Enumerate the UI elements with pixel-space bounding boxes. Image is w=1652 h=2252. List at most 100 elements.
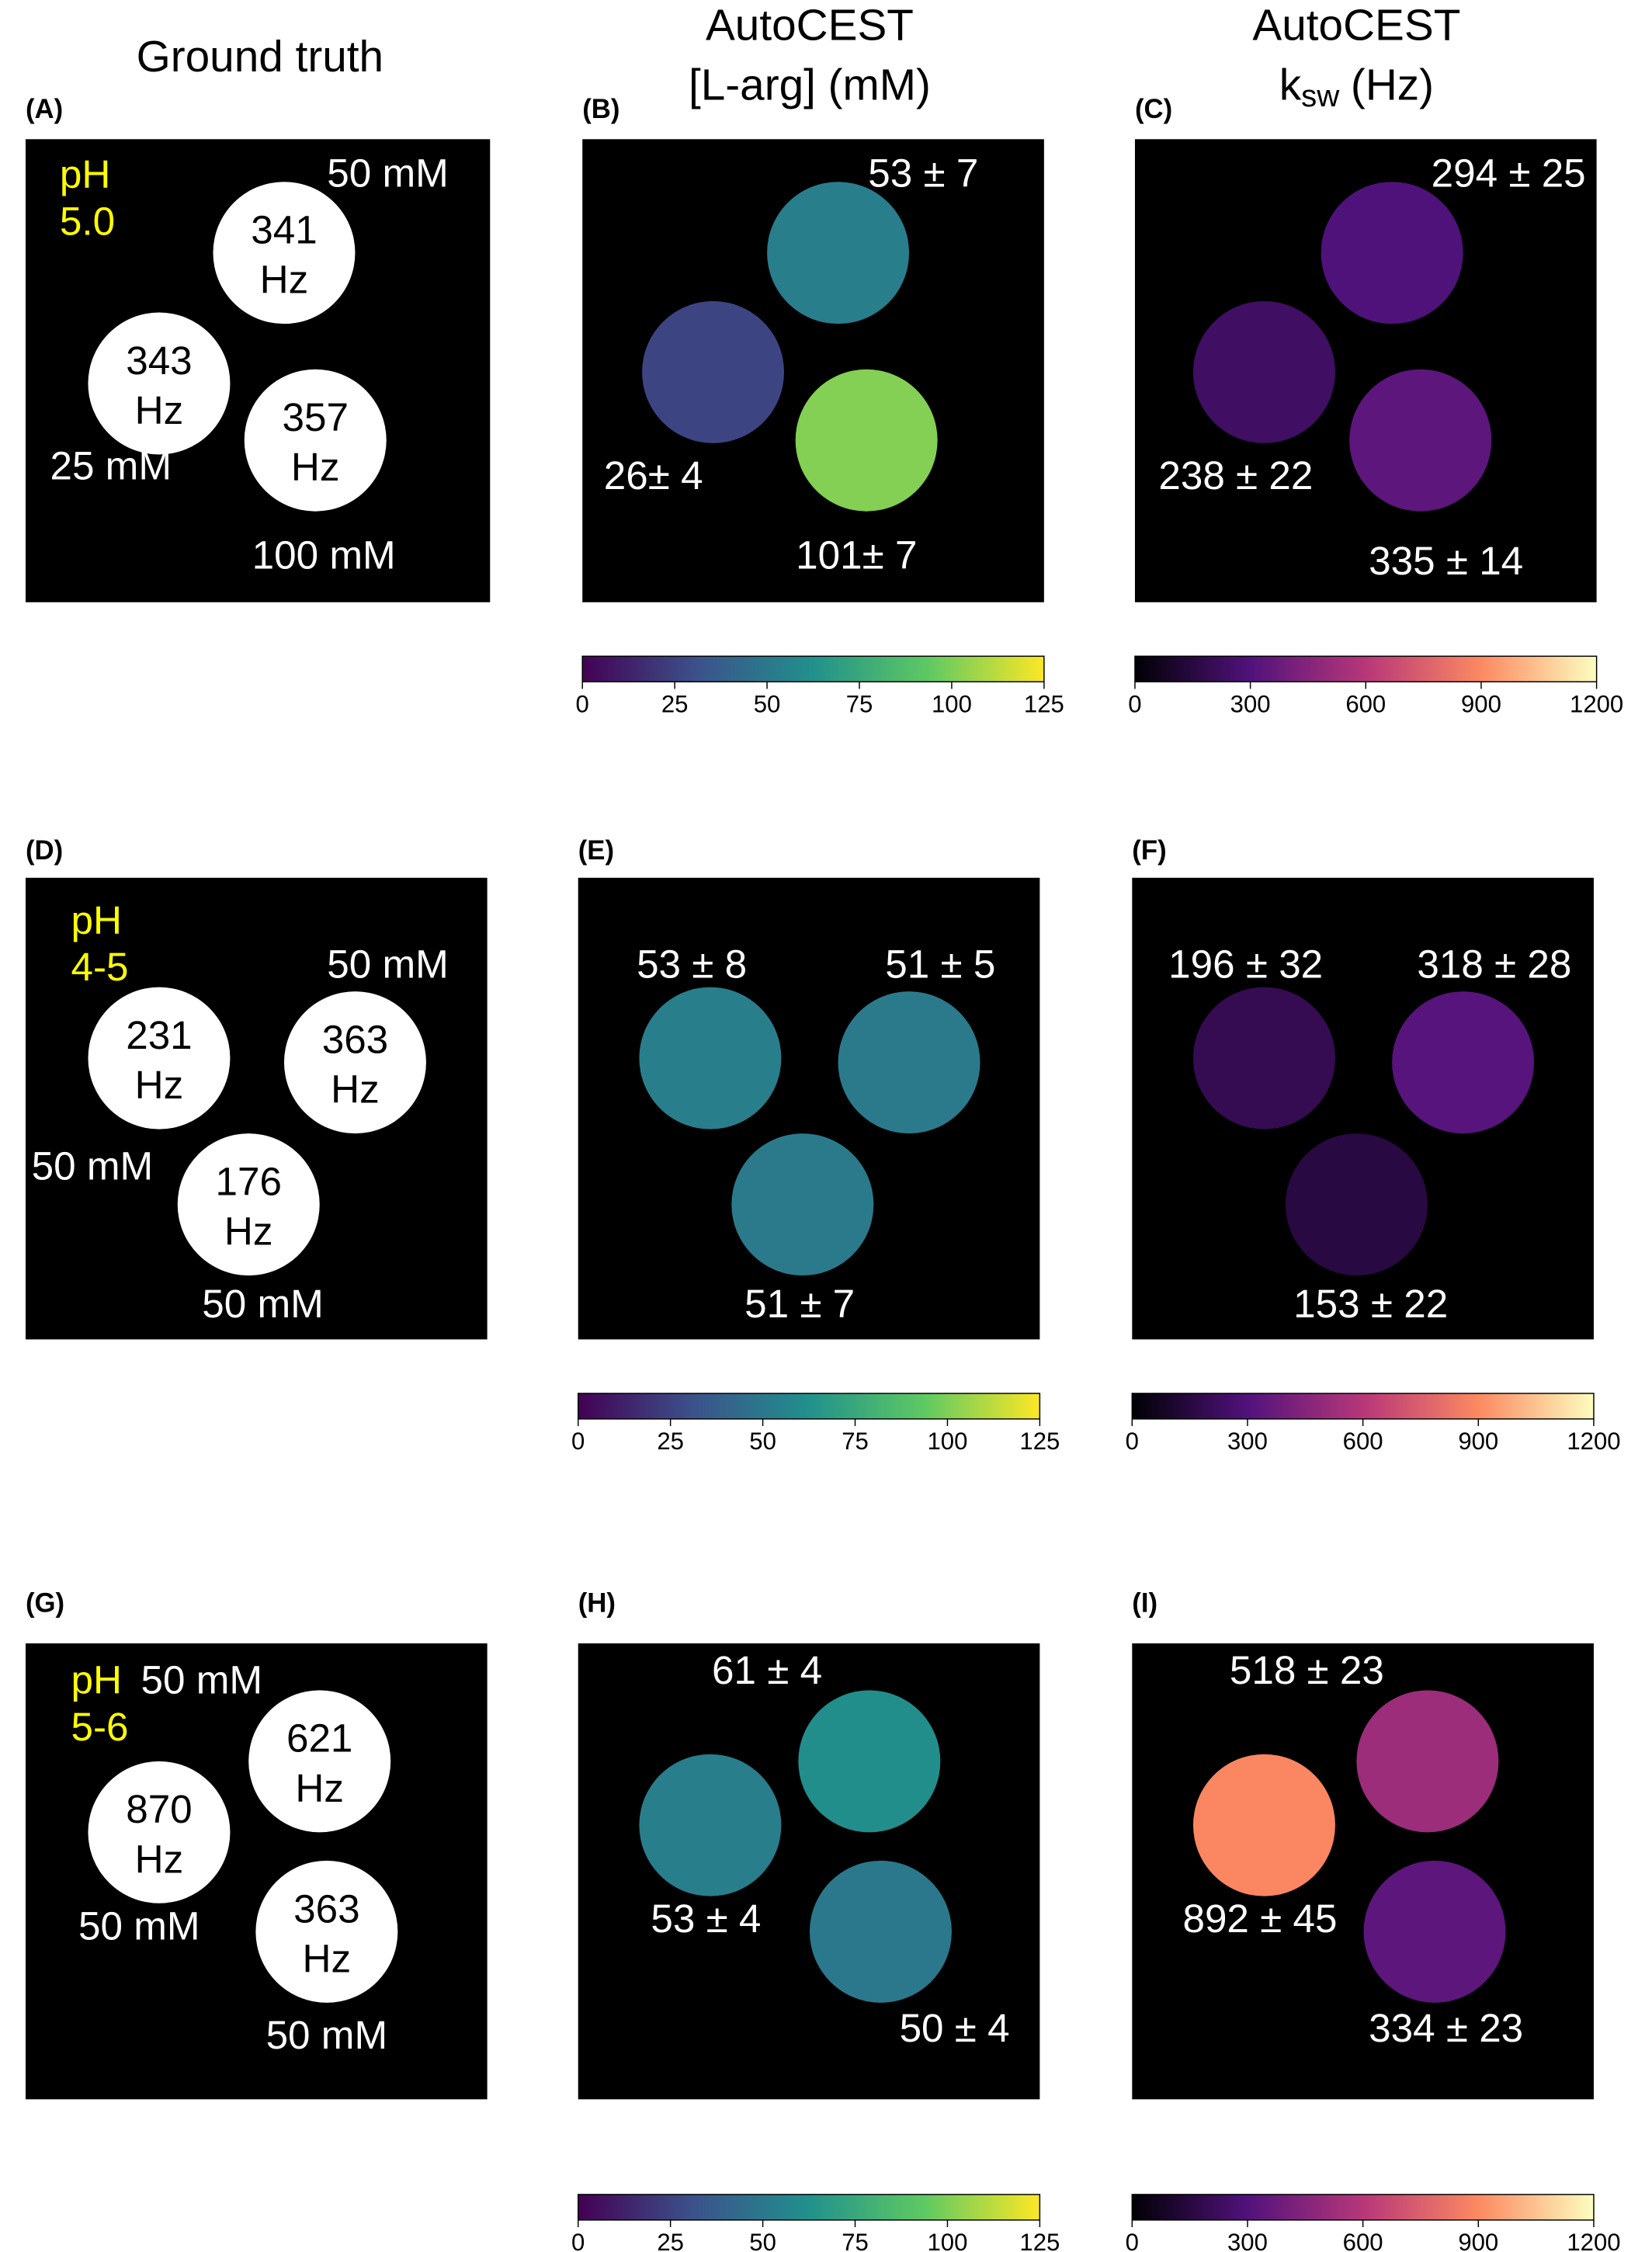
concentration: 100 mM [252,533,396,578]
phantom [88,312,231,455]
value-label: 101± 7 [796,533,917,578]
ksw-value: 363 [322,1018,388,1062]
tick-label: 125 [1019,1428,1060,1455]
ksw-unit: Hz [331,1067,380,1112]
panel-label: (B) [582,95,620,124]
ksw-unit: Hz [135,1063,184,1107]
ksw-unit: Hz [295,1766,344,1810]
ksw-unit: Hz [303,1936,352,1980]
unit: (Hz) [1351,61,1434,109]
value-label: 153 ± 22 [1293,1282,1448,1326]
tick-label: 125 [1019,2229,1060,2252]
tick-label: 75 [842,2229,869,2252]
tick-label: 0 [576,691,589,718]
panel-label: (H) [578,1589,616,1619]
value-label: 51 ± 7 [744,1282,855,1326]
phantom [213,182,356,324]
panel-label: (G) [26,1589,64,1619]
tick-label: 25 [657,2229,684,2252]
phantom [244,369,387,512]
tick-label: 300 [1227,1428,1268,1455]
phantom [639,1754,782,1896]
phantom [798,1690,941,1833]
value-label: 196 ± 32 [1168,942,1323,987]
tick-label: 300 [1227,2229,1268,2252]
panel [578,1643,1040,2100]
value-label: 334 ± 23 [1369,2006,1523,2050]
phantom [731,1133,874,1276]
colorbar [581,655,1045,682]
ksw-value: 341 [251,208,317,252]
phantom [1363,1860,1506,2003]
value-label: 51 ± 5 [885,942,995,987]
phantom [642,300,785,443]
value-label: 892 ± 45 [1182,1896,1337,1941]
tick-label: 75 [846,691,873,718]
ksw-unit: Hz [291,445,340,489]
phantom [88,1761,231,1903]
subscript: sw [1301,78,1340,113]
ksw-value: 363 [293,1886,359,1931]
phantom [1392,991,1535,1134]
ksw-value: 231 [126,1013,192,1057]
panel-label: (I) [1132,1589,1157,1619]
tick-label: 25 [661,691,689,718]
tick-label: 50 [749,2229,776,2252]
column-title: [L-arg] (mM) [689,61,931,109]
phantom [177,1133,320,1276]
tick-label: 100 [927,2229,967,2252]
tick-label: 600 [1343,2229,1383,2252]
column-title: ksw (Hz) [1279,61,1434,113]
ph-label: pH [60,152,110,196]
tick-label: 50 [749,1428,776,1455]
panel-label: (E) [578,836,614,866]
phantom [1349,369,1492,512]
concentration: 50 mM [327,151,449,195]
tick-label: 0 [1126,1428,1139,1455]
tick-label: 0 [1128,691,1141,718]
concentration: 25 mM [50,443,172,488]
phantom [88,987,231,1129]
panel-label: (F) [1132,836,1166,866]
concentration: 50 mM [32,1143,154,1188]
tick-label: 900 [1458,1428,1498,1455]
ksw-value: 870 [126,1787,192,1831]
colorbar [577,2194,1041,2221]
panel-label: (C) [1135,95,1172,124]
tick-label: 1200 [1567,1428,1620,1455]
colorbar [1131,1393,1595,1420]
phantom [248,1690,391,1833]
concentration: 50 mM [141,1658,263,1702]
symbol: k [1279,61,1302,109]
tick-label: 1200 [1567,2229,1620,2252]
phantom [255,1860,398,2003]
phantom [838,991,980,1134]
value-label: 53 ± 7 [868,151,978,195]
tick-label: 50 [754,691,781,718]
tick-label: 75 [842,1428,869,1455]
value-label: 53 ± 4 [651,1896,761,1941]
ksw-unit: Hz [135,1837,184,1881]
value-label: 50 ± 4 [900,2006,1010,2050]
phantom [1356,1690,1499,1833]
phantom [1321,182,1463,324]
tick-label: 600 [1343,1428,1383,1455]
phantom [767,182,910,324]
phantom [1285,1133,1428,1276]
tick-label: 0 [571,1428,585,1455]
panel [1132,1643,1594,2100]
value-label: 26± 4 [604,453,703,498]
tick-label: 0 [1126,2229,1139,2252]
tick-label: 100 [932,691,972,718]
tick-label: 0 [571,2229,585,2252]
ksw-value: 357 [282,395,348,439]
ph-label: pH [71,1658,122,1702]
ksw-value: 621 [286,1716,352,1761]
tick-label: 900 [1461,691,1501,718]
tick-label: 600 [1345,691,1386,718]
ph-value: 5.0 [60,200,115,244]
column-title: Ground truth [137,33,384,82]
colorbar [1131,2194,1595,2221]
panel-label: (D) [26,836,63,866]
